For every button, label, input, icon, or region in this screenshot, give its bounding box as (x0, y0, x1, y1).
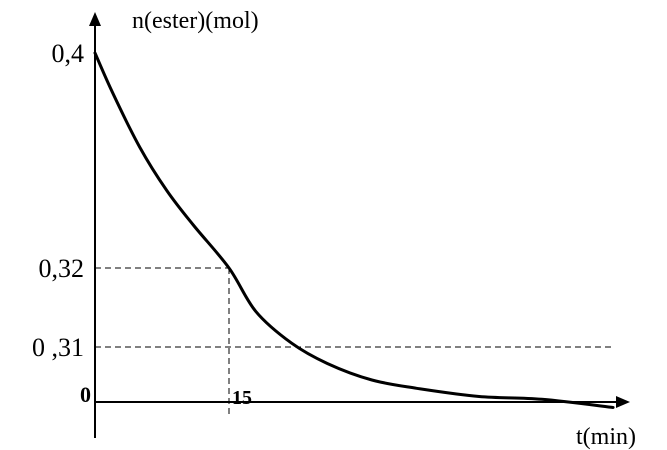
x-tick-label: 15 (232, 387, 252, 409)
data-curve (93, 51, 615, 409)
y-tick-label: 0 ,31 (32, 333, 84, 362)
y-tick-label: 0,32 (39, 254, 85, 283)
y-tick-label: 0,4 (52, 39, 85, 68)
y-axis-arrow (89, 12, 101, 26)
origin-label: 0 (80, 382, 91, 407)
labels: n(ester)(mol) t(min) 0 0,4 0,32 0 ,31 15 (32, 8, 636, 450)
x-axis-arrow (616, 396, 630, 408)
x-axis-label: t(min) (576, 424, 636, 450)
y-axis-label: n(ester)(mol) (132, 8, 259, 34)
reference-lines (95, 267, 612, 416)
axes (89, 12, 630, 438)
